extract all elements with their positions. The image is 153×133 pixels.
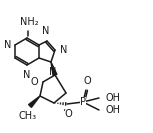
Text: N: N <box>60 45 67 55</box>
Text: P: P <box>80 97 86 107</box>
Text: OH: OH <box>105 105 120 115</box>
Text: N: N <box>42 26 50 36</box>
Text: N: N <box>4 40 11 50</box>
Text: ’O: ’O <box>63 109 73 119</box>
Text: N: N <box>23 70 31 80</box>
Polygon shape <box>51 62 57 76</box>
Polygon shape <box>29 96 40 107</box>
Text: O: O <box>30 77 38 87</box>
Text: OH: OH <box>105 93 120 103</box>
Text: NH₂: NH₂ <box>20 17 38 27</box>
Text: O: O <box>83 76 91 86</box>
Text: N: N <box>49 67 57 77</box>
Text: CH₃: CH₃ <box>19 111 37 121</box>
